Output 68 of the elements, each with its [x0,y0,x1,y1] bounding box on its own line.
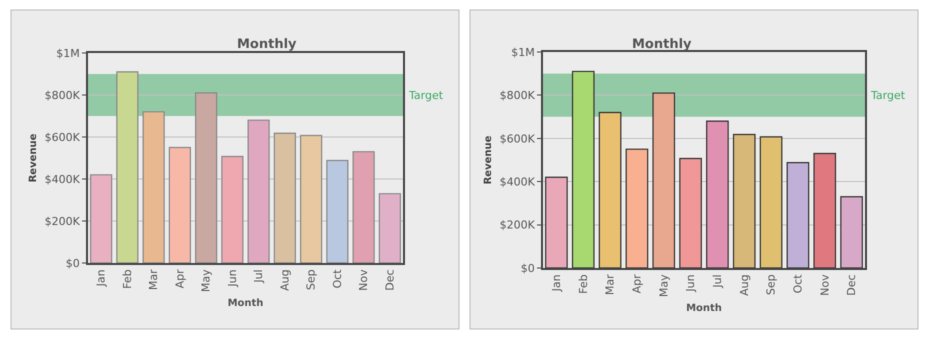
y-tick-label: $0 [520,262,535,275]
x-axis-title: Month [228,298,264,310]
bar [732,134,756,268]
bar [274,132,296,263]
x-axis-title: Month [686,303,722,314]
x-tick-label: Dec [845,274,858,296]
x-tick-label: Aug [278,269,292,291]
x-tick-label: Nov [357,268,370,291]
y-tick-label: $0 [66,256,80,270]
chart-title: Monthly [237,37,298,52]
x-tick-label: Jul [252,269,266,284]
x-tick-label: Mar [604,274,617,296]
y-tick-label: $600K [500,132,536,146]
bar [786,162,810,268]
x-tick-label: May [657,274,670,298]
y-tick-label: $400K [44,172,81,186]
bar [221,156,244,263]
x-tick-label: Jan [550,274,563,292]
x-tick-label: Jun [684,274,698,293]
bar [248,120,270,263]
bar [813,152,836,268]
y-axis-title: Revenue [483,135,494,184]
bar [840,196,863,268]
y-tick-label: $200K [44,214,81,228]
bar [706,120,729,268]
bar [142,111,165,263]
x-tick-label: Apr [173,268,186,288]
y-tick-label: $1M [511,46,535,59]
x-tick-label: Oct [791,274,804,294]
y-tick-label: $800K [500,89,536,102]
bar [90,174,112,263]
bar [378,193,401,263]
x-tick-label: Jun [226,269,239,288]
x-tick-label: Feb [576,274,590,294]
y-tick-label: $800K [44,88,81,102]
x-tick-label: Sep [764,274,778,296]
bar [598,112,622,268]
chart-title: Monthly [632,37,692,52]
x-tick-label: Jul [710,274,724,289]
bar [572,70,595,268]
x-tick-label: Aug [738,274,751,296]
bar [168,146,191,263]
bar [300,134,322,263]
x-tick-label: Apr [630,274,644,294]
x-tick-label: Oct [330,268,344,288]
y-tick-label: $600K [44,130,81,144]
band-label: Target [408,89,444,102]
bar [626,148,648,268]
x-tick-label: Feb [120,269,134,289]
y-tick-label: $200K [500,218,536,232]
x-tick-label: Sep [304,269,318,290]
y-tick-label: $400K [500,175,536,188]
band-label: Target [870,89,906,102]
y-tick-label: $1M [56,46,80,60]
x-tick-label: Dec [383,269,396,291]
bar [116,71,138,263]
x-tick-label: Mar [147,268,160,290]
bar [195,92,218,263]
bar [760,136,782,268]
bar [545,176,568,268]
bar [679,158,702,268]
x-tick-label: Nov [818,274,832,296]
y-axis-title: Revenue [28,133,40,182]
x-tick-label: Jan [94,269,108,288]
bar [352,151,375,263]
x-tick-label: May [200,268,213,292]
bar [652,92,676,268]
bar [326,160,348,263]
